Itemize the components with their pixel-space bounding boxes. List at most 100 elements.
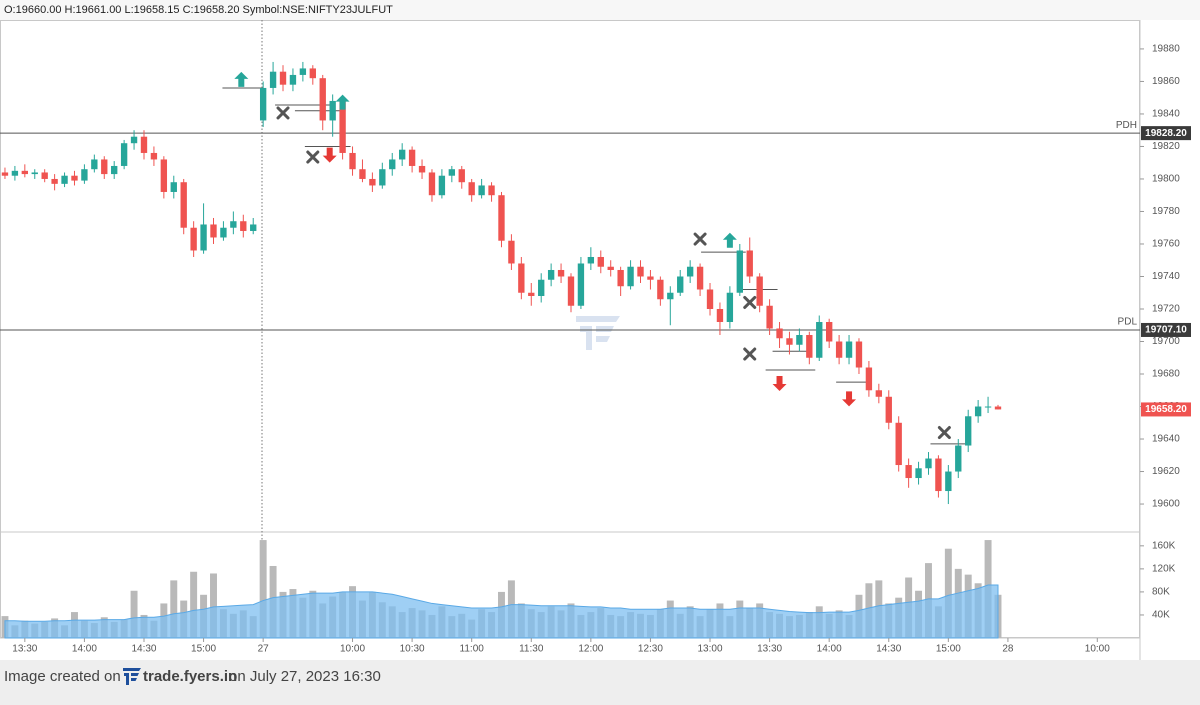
candle-body	[696, 266, 704, 290]
candle-body	[706, 289, 714, 309]
volume-tick-label: 40K	[1152, 610, 1170, 621]
candle-body	[160, 159, 168, 192]
candle-body	[667, 292, 674, 300]
candle-body	[369, 178, 376, 186]
candle-body	[468, 182, 475, 196]
volume-bar	[170, 580, 178, 638]
candle-body	[686, 266, 694, 277]
candle-body	[726, 292, 734, 322]
candle-body	[875, 390, 883, 397]
volume-bar	[190, 571, 198, 638]
candle-body	[865, 367, 873, 391]
volume-bar	[210, 573, 217, 638]
candle-body	[915, 468, 922, 479]
candle-body	[547, 269, 555, 280]
candle-body	[488, 185, 495, 196]
candle-body	[637, 266, 644, 277]
candle-body	[170, 182, 177, 192]
candle-body	[389, 159, 396, 170]
candle-body	[587, 256, 595, 264]
candle-body	[885, 396, 892, 423]
x-tick-label: 11:30	[519, 644, 544, 655]
candle-body	[418, 165, 426, 173]
x-tick-label: 14:30	[876, 644, 901, 655]
footer-prefix: Image created on	[4, 668, 121, 685]
header-bar	[0, 0, 1200, 20]
x-tick-label: 12:00	[578, 644, 603, 655]
candle-body	[756, 276, 763, 306]
candle-body	[299, 68, 307, 75]
candle-body	[21, 170, 29, 175]
volume-tick-label: 160K	[1152, 540, 1176, 551]
last-price-label: 19658.20	[1145, 404, 1187, 415]
candle-body	[925, 458, 932, 469]
candle-body	[349, 152, 356, 170]
candle-body	[528, 292, 535, 296]
candle-body	[498, 195, 505, 241]
sell-arrow	[322, 147, 337, 163]
candle-body	[81, 169, 88, 181]
candle-body	[408, 149, 416, 166]
footer-site[interactable]: trade.fyers.in	[143, 668, 237, 685]
candle-body	[31, 172, 38, 175]
candle-body	[478, 185, 485, 196]
volume-ma-area	[4, 584, 999, 639]
candle-body	[746, 250, 753, 277]
candle-body	[508, 240, 515, 264]
candle-body	[786, 338, 793, 345]
y-tick-label: 19800	[1152, 174, 1180, 185]
exit-mark	[693, 232, 707, 246]
candle-body	[617, 269, 624, 287]
candle-body	[577, 263, 585, 306]
candle-body	[627, 266, 634, 287]
candle-body	[51, 178, 58, 184]
candle-body	[359, 169, 366, 179]
x-tick-label: 10:00	[1085, 644, 1110, 655]
candle-body	[945, 471, 952, 492]
candle-body	[230, 221, 237, 228]
y-tick-label: 19700	[1152, 336, 1180, 347]
candle-body	[796, 335, 803, 345]
candle-body	[190, 227, 197, 251]
candle-body	[289, 74, 297, 85]
candle-body	[557, 269, 565, 277]
footer-suffix: on July 27, 2023 16:30	[229, 668, 381, 685]
candle-body	[438, 175, 446, 196]
candle-body	[250, 224, 257, 231]
x-tick-label: 12:30	[638, 644, 663, 655]
x-tick-label: 15:00	[936, 644, 961, 655]
x-tick-label: 27	[258, 644, 270, 655]
candle-body	[826, 321, 833, 342]
candle-body	[180, 182, 187, 228]
candle-body	[518, 263, 525, 293]
candle-body	[101, 159, 108, 175]
price-layer: PDH PDL	[0, 61, 1140, 505]
candle-body	[845, 341, 853, 358]
level-price-label: 19828.20	[1145, 128, 1187, 139]
x-tick-label: 13:30	[757, 644, 782, 655]
candle-body	[597, 256, 604, 267]
candle-body	[458, 169, 465, 183]
y-tick-label: 19880	[1152, 44, 1180, 55]
candle-body	[130, 136, 138, 144]
candle-body	[399, 149, 406, 160]
exit-mark	[937, 426, 951, 440]
level-name: PDL	[1118, 317, 1138, 328]
y-tick-label: 19780	[1152, 206, 1180, 217]
candle-body	[766, 305, 773, 329]
exit-mark	[306, 150, 320, 164]
y-tick-label: 19620	[1152, 466, 1180, 477]
footer-bar	[0, 660, 1200, 705]
watermark	[576, 316, 620, 350]
volume-bar	[944, 548, 952, 638]
candle-body	[71, 175, 78, 181]
volume-bar	[259, 540, 267, 638]
candle-body	[279, 71, 287, 85]
candle-body	[269, 71, 277, 88]
candle-body	[955, 445, 962, 472]
y-tick-label: 19640	[1152, 434, 1180, 445]
candle-body	[259, 87, 267, 121]
volume-tick-label: 120K	[1152, 564, 1176, 575]
sell-arrow	[842, 391, 857, 407]
candle-body	[41, 172, 48, 179]
